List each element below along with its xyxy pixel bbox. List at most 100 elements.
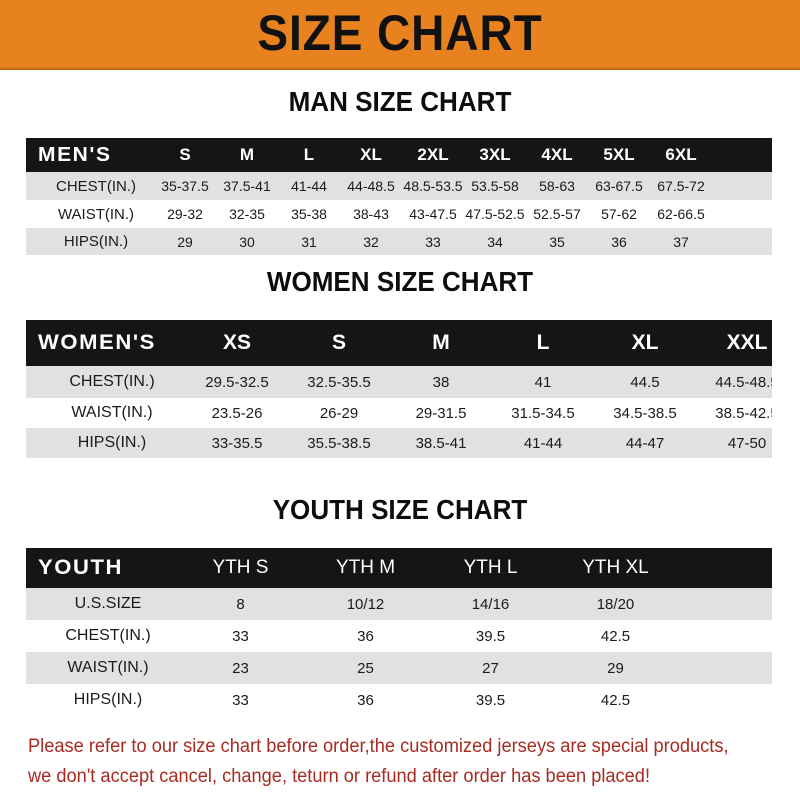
youth-size-table: YOUTH YTH S YTH M YTH L YTH XL U.S.SIZE 8 10/1…: [26, 548, 772, 716]
men-size-header: 2XL: [417, 145, 449, 164]
table-cell: 32-35: [229, 206, 265, 222]
table-cell: 27: [482, 659, 499, 677]
table-cell: 30: [239, 233, 255, 250]
table-cell: 8: [236, 595, 245, 613]
table-cell: 31.5-34.5: [511, 404, 575, 422]
table-cell: 41-44: [291, 178, 327, 194]
men-size-header: S: [179, 145, 191, 164]
table-cell: 26-29: [319, 404, 359, 422]
table-cell: 52.5-57: [533, 206, 581, 222]
men-table-header-row: MEN'S S M L XL 2XL 3XL 4XL 5XL 6XL: [26, 138, 772, 172]
table-cell: 32.5-35.5: [307, 373, 371, 391]
youth-section-title: YOUTH SIZE CHART: [272, 494, 528, 525]
table-cell: 44.5: [630, 373, 660, 391]
table-cell: 37.5-41: [223, 178, 271, 194]
table-row: WAIST(IN.) 23 25 27 29: [26, 652, 772, 684]
women-row-label: HIPS(IN.): [77, 434, 147, 451]
men-size-header: L: [303, 145, 315, 164]
table-cell: 38-43: [353, 206, 389, 222]
youth-size-header: YTH L: [463, 557, 518, 578]
table-row: HIPS(IN.) 29 30 31 32 33 34 35 36 37: [26, 228, 772, 255]
table-cell: 62-66.5: [657, 206, 705, 222]
youth-row-label: CHEST(IN.): [65, 627, 151, 644]
table-row: CHEST(IN.) 29.5-32.5 32.5-35.5 38 41 44.5 44.5…: [26, 366, 772, 398]
table-cell: 29-32: [167, 206, 203, 222]
table-cell: 43-47.5: [409, 206, 457, 222]
women-size-header: S: [331, 331, 346, 354]
youth-corner-label: YOUTH: [38, 556, 124, 579]
youth-size-header: YTH XL: [582, 557, 649, 578]
table-cell: 33: [425, 233, 441, 250]
men-size-header: 3XL: [479, 145, 511, 164]
women-size-header: L: [536, 331, 550, 354]
table-cell: 35-37.5: [161, 178, 209, 194]
men-row-label: HIPS(IN.): [63, 233, 129, 250]
women-row-label: CHEST(IN.): [69, 373, 155, 390]
youth-table-header-row: YOUTH YTH S YTH M YTH L YTH XL: [26, 548, 772, 588]
table-cell: 39.5: [475, 627, 506, 645]
table-cell: 29: [177, 233, 193, 250]
men-row-label: CHEST(IN.): [56, 177, 136, 195]
women-size-header: M: [432, 331, 450, 354]
women-corner-label: WOMEN'S: [38, 331, 156, 354]
men-size-table: MEN'S S M L XL 2XL 3XL 4XL 5XL 6XL CHEST(IN.) 35-3…: [26, 138, 772, 255]
men-section-title: MAN SIZE CHART: [288, 86, 512, 117]
table-cell: 47-50: [727, 434, 767, 452]
table-cell: 32: [363, 233, 379, 250]
table-cell: 10/12: [346, 595, 385, 613]
table-row: HIPS(IN.) 33-35.5 35.5-38.5 38.5-41 41-44 44-…: [26, 428, 772, 458]
women-row-label: WAIST(IN.): [71, 404, 153, 421]
table-cell: 36: [611, 233, 627, 250]
women-size-table: WOMEN'S XS S M L XL XXL CHEST(IN.) 29.5-32.5 32.…: [26, 320, 772, 458]
men-size-header: 4XL: [541, 145, 573, 164]
men-row-label: WAIST(IN.): [57, 205, 135, 223]
men-size-header: 5XL: [603, 145, 635, 164]
table-cell: 44-47: [625, 434, 665, 452]
table-cell: 44.5-48.5: [715, 373, 772, 391]
table-cell: 23: [232, 659, 249, 677]
table-cell: 37: [673, 233, 689, 250]
table-cell: 29.5-32.5: [205, 373, 269, 391]
table-cell: 36: [357, 691, 374, 709]
table-cell: 67.5-72: [657, 178, 705, 194]
table-cell: 63-67.5: [595, 178, 643, 194]
table-cell: 33: [232, 691, 249, 709]
table-cell: 57-62: [601, 206, 637, 222]
table-cell: 29-31.5: [415, 404, 467, 422]
table-cell: 42.5: [600, 691, 631, 709]
table-cell: 29: [607, 659, 624, 677]
youth-row-label: U.S.SIZE: [74, 595, 142, 612]
table-cell: 48.5-53.5: [403, 178, 463, 194]
table-cell: 39.5: [475, 691, 506, 709]
table-cell: 36: [357, 627, 374, 645]
youth-size-header: YTH S: [212, 557, 269, 578]
table-cell: 25: [357, 659, 374, 677]
table-row: WAIST(IN.) 29-32 32-35 35-38 38-43 43-47.5 47.…: [26, 200, 772, 228]
disclaimer-note: Please refer to our size chart before or…: [28, 732, 746, 792]
table-cell: 42.5: [600, 627, 631, 645]
men-size-header: M: [239, 145, 255, 164]
table-cell: 41-44: [523, 434, 563, 452]
youth-row-label: WAIST(IN.): [67, 659, 149, 676]
women-size-header: XS: [222, 331, 251, 354]
table-cell: 38.5-42.5: [715, 404, 772, 422]
table-cell: 23.5-26: [211, 404, 263, 422]
table-cell: 33-35.5: [211, 434, 263, 452]
women-section-title: WOMEN SIZE CHART: [266, 266, 534, 297]
youth-size-header: YTH M: [335, 557, 396, 578]
men-corner-label: MEN'S: [38, 143, 112, 166]
table-cell: 35: [549, 233, 565, 250]
table-cell: 14/16: [471, 595, 510, 613]
women-table-header-row: WOMEN'S XS S M L XL XXL: [26, 320, 772, 366]
table-cell: 47.5-52.5: [465, 206, 525, 222]
table-row: WAIST(IN.) 23.5-26 26-29 29-31.5 31.5-34.5 34…: [26, 398, 772, 428]
men-size-header: XL: [360, 145, 382, 164]
youth-row-label: HIPS(IN.): [73, 691, 143, 708]
table-cell: 38: [432, 373, 450, 391]
table-cell: 34.5-38.5: [613, 404, 677, 422]
table-cell: 53.5-58: [471, 178, 519, 194]
table-row: HIPS(IN.) 33 36 39.5 42.5: [26, 684, 772, 716]
table-cell: 44-48.5: [347, 178, 395, 194]
women-size-header: XXL: [726, 331, 768, 354]
table-cell: 41: [534, 373, 552, 391]
